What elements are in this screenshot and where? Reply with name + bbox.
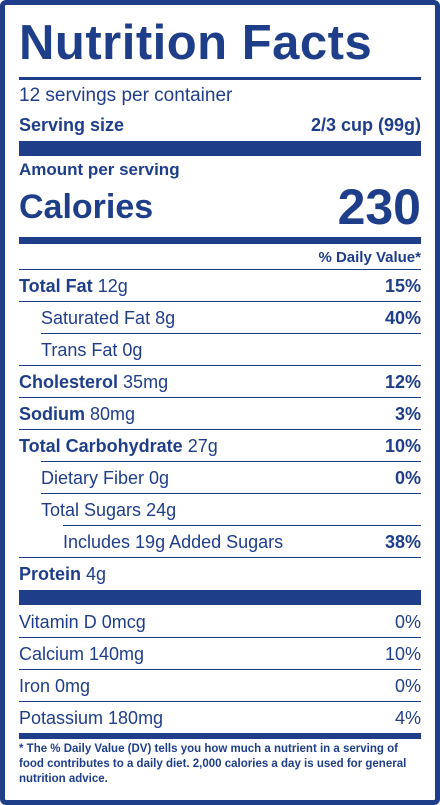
nutrient-name: Includes 19g Added Sugars <box>63 531 284 552</box>
nutrient-dv: 15% <box>384 275 421 296</box>
nutrient-row-total-sugars: Total Sugars 24g <box>41 494 421 526</box>
nutrient-name: Total Carbohydrate <box>19 435 183 456</box>
vitamin-dv: 10% <box>384 643 421 664</box>
nutrient-name: Saturated Fat <box>41 307 151 328</box>
nutrient-amount: 27g <box>187 435 218 456</box>
nutrient-name: Total Fat <box>19 275 93 296</box>
nutrient-row-dietary-fiber: Dietary Fiber 0g 0% <box>41 462 421 494</box>
thick-rule-1 <box>19 141 421 156</box>
divider <box>19 669 421 670</box>
serving-size-row: Serving size 2/3 cup (99g) <box>19 111 421 139</box>
nutrient-row-added-sugars: Includes 19g Added Sugars 38% <box>63 526 421 558</box>
divider <box>63 525 421 526</box>
vitamin-dv: 4% <box>394 707 421 728</box>
vitamin-dv: 0% <box>394 611 421 632</box>
nutrient-name: Trans Fat <box>41 339 118 360</box>
nutrient-row-protein: Protein 4g <box>19 558 421 590</box>
servings-per-container: 12 servings per container <box>19 85 233 106</box>
title-rule <box>19 77 421 80</box>
vitamin-dv: 0% <box>394 675 421 696</box>
vitamin-text: Calcium 140mg <box>19 643 145 664</box>
nutrient-amount: 12g <box>97 275 128 296</box>
thick-rule-2 <box>19 237 421 244</box>
nutrient-dv: 10% <box>384 435 421 456</box>
nutrient-dv: 40% <box>384 307 421 328</box>
vitamin-row-calcium: Calcium 140mg 10% <box>19 638 421 670</box>
divider <box>19 269 421 270</box>
nutrient-amount: 80mg <box>90 403 136 424</box>
vitamin-row-iron: Iron 0mg 0% <box>19 670 421 702</box>
daily-value-header: % Daily Value* <box>318 248 421 266</box>
nutrient-amount: 0g <box>122 339 143 360</box>
nutrient-dv: 38% <box>384 531 421 552</box>
divider <box>19 365 421 366</box>
nutrient-dv: 3% <box>394 403 421 424</box>
label-title: Nutrition Facts <box>19 16 373 70</box>
calories-value: 230 <box>337 179 421 235</box>
vitamin-text: Potassium 180mg <box>19 707 164 728</box>
divider <box>19 557 421 558</box>
thick-rule-3 <box>19 590 421 605</box>
amount-per-serving-row: Amount per serving <box>19 158 421 182</box>
nutrient-row-trans-fat: Trans Fat 0g <box>41 334 421 366</box>
calories-row: Calories 230 <box>19 179 421 235</box>
nutrient-dv: 0% <box>394 467 421 488</box>
thick-rule-4 <box>19 733 421 739</box>
amount-per-serving: Amount per serving <box>19 160 180 179</box>
vitamin-row-potassium: Potassium 180mg 4% <box>19 702 421 734</box>
nutrient-name: Protein <box>19 563 82 584</box>
nutrient-amount: 0g <box>149 467 170 488</box>
nutrient-amount: 35mg <box>123 371 169 392</box>
divider <box>41 493 421 494</box>
divider <box>19 637 421 638</box>
vitamin-row-vitamin-d: Vitamin D 0mcg 0% <box>19 606 421 638</box>
nutrient-amount: 24g <box>146 499 177 520</box>
nutrient-dv: 12% <box>384 371 421 392</box>
vitamin-text: Iron 0mg <box>19 675 91 696</box>
divider <box>19 397 421 398</box>
nutrient-name: Cholesterol <box>19 371 119 392</box>
nutrient-amount: 8g <box>155 307 176 328</box>
servings-row: 12 servings per container <box>19 83 421 109</box>
nutrient-name: Dietary Fiber <box>41 467 145 488</box>
serving-size-label: Serving size <box>19 114 125 135</box>
divider <box>19 301 421 302</box>
nutrient-row-total-fat: Total Fat 12g 15% <box>19 270 421 302</box>
nutrient-name: Sodium <box>19 403 85 424</box>
footnote: * The % Daily Value (DV) tells you how m… <box>19 743 407 785</box>
nutrient-name: Total Sugars <box>41 499 142 520</box>
nutrient-amount: 4g <box>86 563 107 584</box>
divider <box>19 701 421 702</box>
serving-size-value: 2/3 cup (99g) <box>310 114 421 135</box>
divider <box>41 333 421 334</box>
calories-label: Calories <box>19 187 154 226</box>
nutrient-row-saturated-fat: Saturated Fat 8g 40% <box>41 302 421 334</box>
nutrient-row-sodium: Sodium 80mg 3% <box>19 398 421 430</box>
divider <box>41 461 421 462</box>
nutrient-row-cholesterol: Cholesterol 35mg 12% <box>19 366 421 398</box>
nutrient-row-total-carbohydrate: Total Carbohydrate 27g 10% <box>19 430 421 462</box>
vitamin-text: Vitamin D 0mcg <box>19 611 146 632</box>
divider <box>19 429 421 430</box>
dv-header-row: % Daily Value* <box>19 245 421 269</box>
